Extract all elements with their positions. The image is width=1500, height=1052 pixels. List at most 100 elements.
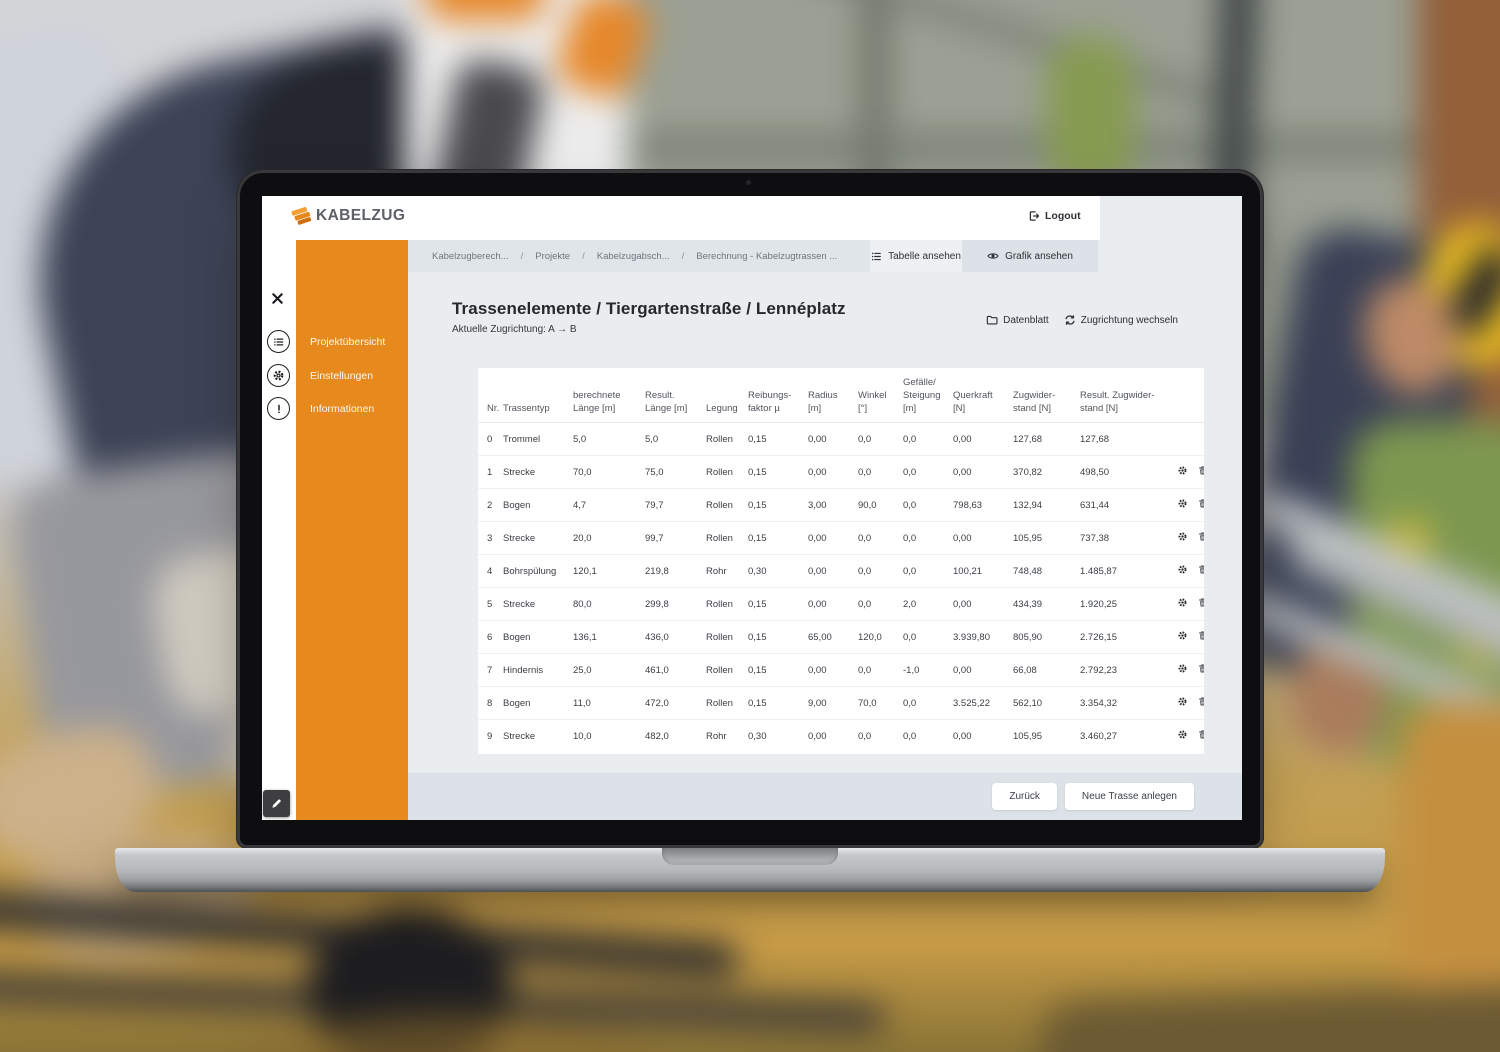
table-cell: 3.939,80 xyxy=(950,620,1010,655)
datenblatt-button[interactable]: Datenblatt xyxy=(986,314,1049,326)
table-row: 9 Strecke 10,0 482,0 Rohr 0,30 0,00 0,0 0,0 0,00 1… xyxy=(478,720,1204,753)
gear-icon xyxy=(1178,730,1187,739)
table-cell: 3,00 xyxy=(805,488,855,523)
row-settings-button[interactable] xyxy=(1177,564,1188,578)
row-settings-button[interactable] xyxy=(1177,630,1188,644)
row-delete-button[interactable] xyxy=(1197,564,1204,578)
table-cell: 0,0 xyxy=(855,554,900,589)
row-settings-button[interactable] xyxy=(1177,696,1188,710)
table-row: 1 Strecke 70,0 75,0 Rollen 0,15 0,00 0,0 0,0 0,00… xyxy=(478,455,1204,490)
table-cell: Strecke xyxy=(503,730,536,742)
exclamation-icon xyxy=(277,404,280,413)
table-row: 0 Trommel 5,0 5,0 Rollen 0,15 0,00 0,0 0,0 0,00 12… xyxy=(478,422,1204,457)
sidebar-icon-informationen[interactable] xyxy=(267,397,290,420)
trash-icon xyxy=(1199,697,1204,707)
row-delete-button[interactable] xyxy=(1197,498,1204,512)
table-cell: 0,0 xyxy=(903,730,917,742)
sidebar-close-button[interactable] xyxy=(270,291,286,307)
trasse-table-card: Nr. Trassentyp berechnete Länge [m] Result.… xyxy=(478,368,1204,755)
table-cell: 0,00 xyxy=(805,587,855,622)
breadcrumb-item[interactable]: Projekte xyxy=(535,250,571,262)
page-title: Trassenelemente / Tiergartenstraße / Len… xyxy=(452,299,846,318)
table-row: 8 Bogen 11,0 472,0 Rollen 0,15 9,00 70,0 0,0 3.52… xyxy=(478,686,1204,721)
gear-icon xyxy=(1178,466,1187,475)
table-cell: -1,0 xyxy=(900,653,950,688)
page-subtitle: Aktuelle Zugrichtung: A → B xyxy=(452,324,577,335)
row-delete-button[interactable] xyxy=(1197,597,1204,611)
row-actions xyxy=(1165,653,1204,688)
table-cell: 299,8 xyxy=(642,587,703,622)
table-cell: 0,15 xyxy=(745,620,805,655)
column-header: Winkel [°] xyxy=(855,368,900,424)
row-actions xyxy=(1165,521,1204,556)
table-cell: 0,00 xyxy=(805,422,855,457)
table-cell: 5,0 xyxy=(570,422,642,457)
trash-icon xyxy=(1199,499,1204,509)
row-settings-button[interactable] xyxy=(1177,729,1188,743)
sidebar-item-informationen[interactable]: Informationen xyxy=(310,403,375,415)
table-cell: 132,94 xyxy=(1010,488,1077,523)
table-cell: 0,00 xyxy=(953,730,972,742)
row-delete-button[interactable] xyxy=(1197,531,1204,545)
table-row: 5 Strecke 80,0 299,8 Rollen 0,15 0,00 0,0 2,0 0,0… xyxy=(478,587,1204,622)
sidebar-item-projektuebersicht[interactable]: Projektübersicht xyxy=(310,336,386,348)
table-cell: 11,0 xyxy=(570,686,642,721)
table-cell: Rollen xyxy=(703,455,745,490)
table-cell: 2,0 xyxy=(900,587,950,622)
breadcrumb-item[interactable]: Berechnung - Kabelzugtrassen ... xyxy=(696,250,838,262)
row-delete-button[interactable] xyxy=(1197,729,1204,743)
table-cell: 0,0 xyxy=(900,521,950,556)
table-cell: 0,00 xyxy=(950,653,1010,688)
sidebar-icon-einstellungen[interactable] xyxy=(267,364,290,387)
row-settings-button[interactable] xyxy=(1177,597,1188,611)
table-cell: 0,0 xyxy=(855,521,900,556)
row-settings-button[interactable] xyxy=(1177,663,1188,677)
table-cell: Bogen xyxy=(500,488,570,523)
logout-icon xyxy=(1028,210,1040,222)
table-cell: 100,21 xyxy=(950,554,1010,589)
datenblatt-label: Datenblatt xyxy=(1003,314,1049,326)
column-header: Gefälle/ Steigung [m] xyxy=(900,368,950,424)
column-header: Reibungs- faktor µ xyxy=(745,368,805,424)
table-cell: 434,39 xyxy=(1010,587,1077,622)
table-cell: 0,0 xyxy=(900,686,950,721)
tab-tabelle-ansehen[interactable]: Tabelle ansehen xyxy=(870,240,962,272)
row-settings-button[interactable] xyxy=(1177,498,1188,512)
zugrichtung-wechseln-button[interactable]: Zugrichtung wechseln xyxy=(1064,314,1178,326)
table-cell: 1.920,25 xyxy=(1077,587,1165,622)
app-logo[interactable]: KABELZUG xyxy=(290,205,405,226)
breadcrumb-item[interactable]: Kabelzugabsch... xyxy=(596,250,670,262)
row-delete-button[interactable] xyxy=(1197,663,1204,677)
row-delete-button[interactable] xyxy=(1197,465,1204,479)
kabelzug-logo-icon xyxy=(290,205,312,226)
trash-icon xyxy=(1199,598,1204,608)
row-actions xyxy=(1165,455,1204,490)
table-cell: Bohrspülung xyxy=(500,554,570,589)
row-delete-button[interactable] xyxy=(1197,630,1204,644)
table-cell: 10,0 xyxy=(573,730,592,742)
column-header: berechnete Länge [m] xyxy=(570,368,642,424)
table-cell: 631,44 xyxy=(1077,488,1165,523)
table-cell: 805,90 xyxy=(1010,620,1077,655)
sidebar-icon-projektuebersicht[interactable] xyxy=(267,330,290,353)
table-cell: 0,00 xyxy=(950,521,1010,556)
zurueck-button[interactable]: Zurück xyxy=(992,783,1057,810)
table-cell: 0,0 xyxy=(855,455,900,490)
table-cell: 2 xyxy=(478,488,500,523)
trash-icon xyxy=(1199,631,1204,641)
tab-grafik-ansehen[interactable]: Grafik ansehen xyxy=(962,240,1098,272)
column-header: Querkraft [N] xyxy=(950,368,1010,424)
table-cell: 0,0 xyxy=(855,653,900,688)
row-settings-button[interactable] xyxy=(1177,465,1188,479)
sidebar-item-einstellungen[interactable]: Einstellungen xyxy=(310,370,374,382)
logout-button[interactable]: Logout xyxy=(1028,210,1081,222)
edit-button[interactable] xyxy=(263,790,290,817)
table-row: 7 Hindernis 25,0 461,0 Rollen 0,15 0,00 0,0 -1,0… xyxy=(478,653,1204,688)
table-cell: 9,00 xyxy=(805,686,855,721)
row-settings-button[interactable] xyxy=(1177,531,1188,545)
table-cell: 66,08 xyxy=(1010,653,1077,688)
row-delete-button[interactable] xyxy=(1197,696,1204,710)
pencil-icon xyxy=(270,797,283,810)
breadcrumb-item[interactable]: Kabelzugberech... xyxy=(432,250,509,262)
neue-trasse-anlegen-button[interactable]: Neue Trasse anlegen xyxy=(1064,783,1194,810)
